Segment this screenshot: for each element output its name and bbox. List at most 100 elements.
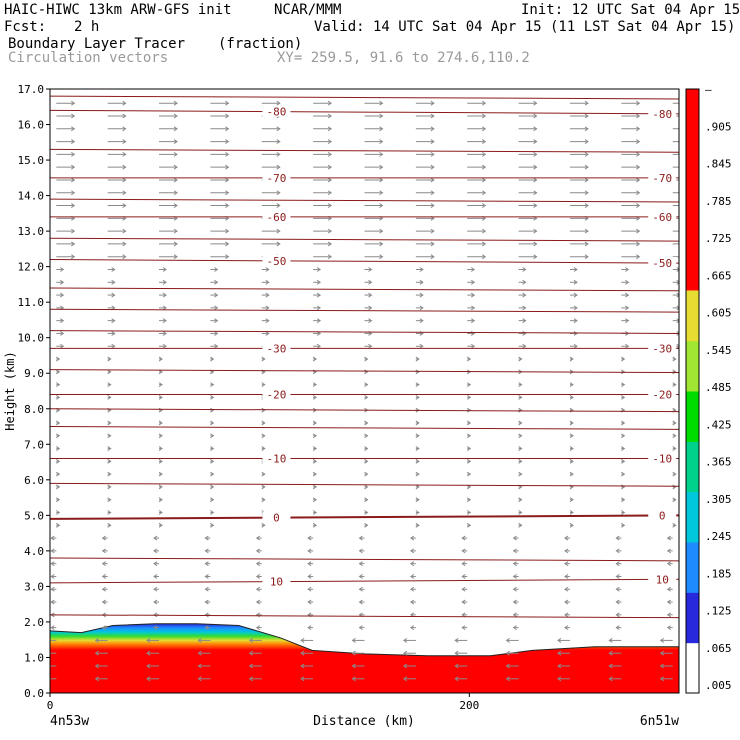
wind-vector-head [327, 254, 333, 260]
wind-vector-head [364, 458, 369, 464]
x-tick-label: 0 [47, 699, 54, 712]
contour-label-bg [648, 171, 677, 183]
wind-vector-head [573, 343, 578, 349]
wind-vector-head [522, 343, 527, 349]
contour-label-bg [262, 171, 291, 183]
wind-vector-head [111, 343, 116, 349]
wind-vector-head [56, 497, 61, 503]
wind-vector-head [659, 638, 664, 643]
wind-vector-head [248, 650, 254, 656]
wind-vector-head [111, 292, 116, 298]
wind-vector-head [210, 446, 215, 451]
wind-vector-head [173, 113, 178, 119]
wind-vector-head [312, 471, 318, 477]
wind-vector-head [122, 228, 127, 234]
wind-vector-head [307, 599, 312, 605]
wind-vector-head [415, 446, 420, 451]
wind-vector-head [265, 331, 270, 336]
wind-vector-head [584, 241, 589, 247]
wind-vector-head [676, 331, 679, 336]
wind-vector-head [50, 599, 55, 605]
wind-vector-head [512, 574, 517, 579]
wind-vector-head [351, 676, 356, 682]
wind-vector-head [44, 664, 47, 668]
wind-vector-head [621, 497, 626, 503]
contour-label: -30 [267, 342, 287, 355]
wind-vector-head [402, 638, 408, 643]
wind-vector-head [60, 279, 65, 285]
wind-vector-head [225, 100, 230, 106]
wind-vector-head [261, 484, 266, 490]
wind-vector-head [461, 574, 466, 579]
wind-vector-head [522, 279, 527, 285]
wind-vector-head [481, 139, 487, 144]
wind-vector-head [379, 190, 384, 196]
wind-vector-head [173, 254, 178, 260]
y-tick-label: 16.0 [18, 119, 45, 132]
wind-vector-head [265, 267, 270, 272]
y-tick-label: 14.0 [18, 190, 45, 203]
wind-vector-head [557, 650, 562, 656]
wind-vector-head [608, 638, 613, 643]
colorbar-swatch [686, 340, 699, 392]
wind-vector-head [379, 241, 384, 247]
contour-label-bg [262, 105, 291, 117]
wind-vector-head [470, 305, 476, 311]
wind-vector-head [327, 151, 333, 157]
temperature-contour [50, 426, 679, 430]
wind-vector-head [621, 458, 626, 464]
colorbar-swatch [686, 89, 699, 291]
wind-vector-head [316, 343, 322, 349]
wind-vector-head [225, 241, 230, 247]
wind-vector-head [107, 382, 112, 388]
wind-vector-head [276, 126, 281, 132]
wind-vector-head [60, 331, 65, 336]
wind-vector-head [481, 113, 487, 119]
wind-vector-head [466, 394, 472, 400]
wind-vector-head [210, 407, 215, 413]
wind-vector-head [101, 599, 106, 605]
wind-vector-head [636, 139, 641, 144]
wind-vector-head [153, 561, 158, 567]
wind-vector-head [368, 318, 373, 324]
wind-vector-head [608, 650, 613, 656]
wind-vector-head [364, 433, 369, 439]
wind-vector-head [415, 382, 420, 388]
wind-vector-head [162, 305, 167, 311]
wind-vector-head [672, 522, 677, 528]
y-tick-label: 13.0 [18, 225, 45, 238]
wind-vector-head [50, 574, 55, 579]
wind-vector-head [512, 535, 517, 541]
wind-vector-head [276, 151, 281, 157]
wind-vector-head [518, 407, 523, 413]
wind-vector-head [255, 548, 261, 554]
wind-vector-head [512, 561, 517, 567]
contour-label: -60 [652, 211, 672, 224]
wind-vector-head [621, 510, 626, 515]
wind-vector-head [419, 318, 424, 324]
colorbar-label: .905 [705, 120, 732, 133]
contour-label-bg [648, 388, 677, 400]
wind-vector-head [71, 164, 76, 170]
wind-vector-head [327, 164, 333, 170]
wind-vector-head [636, 113, 641, 119]
wind-vector-head [153, 586, 158, 592]
wind-vector-head [60, 267, 65, 272]
wind-vector-head [214, 331, 219, 336]
wind-vector-head [454, 650, 459, 656]
wind-vector-head [351, 638, 356, 643]
wind-vector-head [261, 471, 266, 477]
y-tick-label: 12.0 [18, 261, 45, 274]
wind-vector-head [261, 382, 266, 388]
wind-vector-head [204, 586, 209, 592]
wind-vector-head [518, 356, 523, 362]
wind-vector-head [666, 625, 671, 631]
wind-vector-head [569, 510, 574, 515]
wind-vector-head [430, 113, 435, 119]
wind-vector-head [71, 203, 76, 208]
wind-vector-head [312, 356, 318, 362]
wind-vector-head [158, 433, 163, 439]
wind-vector-head [312, 394, 318, 400]
wind-vector-head [415, 433, 420, 439]
wind-vector-head [300, 650, 305, 656]
